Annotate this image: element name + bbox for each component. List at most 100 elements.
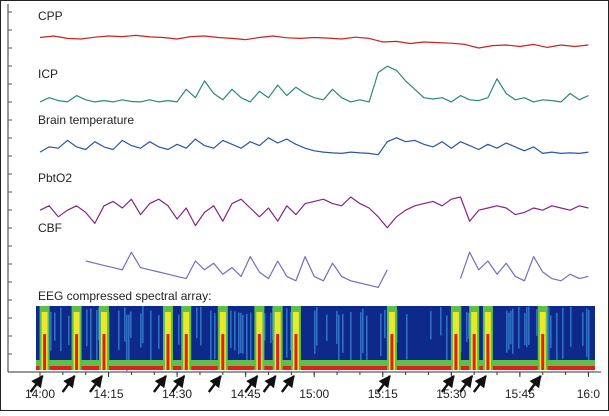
labels-layer: CPP ICP Brain temperature PbtO2 CBF EEG compr… <box>38 9 211 303</box>
spectral-stripe <box>362 308 364 354</box>
event-arrow <box>207 375 222 393</box>
event-arrow <box>459 375 474 393</box>
series-line-cpp <box>39 34 589 49</box>
x-tick-label: 15:45 <box>505 387 535 401</box>
spectral-stripe <box>562 307 564 359</box>
event-arrow <box>244 375 259 393</box>
series-line-icp <box>39 65 589 103</box>
spectral-burst-red <box>221 334 225 370</box>
spectral-stripe <box>238 312 240 355</box>
spectral-stripe <box>290 311 292 351</box>
spectral-stripe <box>366 315 368 361</box>
spectral-stripe <box>240 312 242 354</box>
spectral-stripe <box>150 310 152 365</box>
spectral-stripe <box>466 311 468 343</box>
spectral-stripe <box>130 311 132 338</box>
x-tick-label: 14:15 <box>94 387 124 401</box>
spectral-stripe <box>440 306 442 336</box>
spectral-burst-red <box>102 334 106 370</box>
spectral-stripe <box>196 307 198 339</box>
x-tick-label: 14:00 <box>25 387 55 401</box>
series-line-cbf <box>85 251 589 288</box>
spectral-stripe <box>556 312 558 367</box>
event-arrow <box>153 375 167 393</box>
event-arrow <box>527 375 542 393</box>
spectral-stripe <box>360 312 362 364</box>
spectral-stripe <box>270 312 272 344</box>
event-arrow <box>280 375 295 393</box>
spectral-stripe <box>158 314 160 350</box>
x-tick-label: 15:15 <box>368 387 398 401</box>
spectral-stripe <box>96 310 98 360</box>
spectral-stripe <box>338 314 340 371</box>
x-tick-label: 14:45 <box>231 387 261 401</box>
event-arrow <box>472 375 487 393</box>
spectral-burst-red <box>184 334 188 370</box>
spectral-stripe <box>582 312 584 346</box>
spectral-low-band <box>36 360 595 366</box>
spectral-burst-red <box>257 334 261 370</box>
spectral-burst-red <box>43 334 47 370</box>
spectral-stripe <box>506 310 508 353</box>
spectral-stripe <box>210 310 212 360</box>
spectral-stripe <box>430 310 432 340</box>
spectral-burst-red <box>390 334 394 370</box>
series-line-pbto2 <box>39 196 589 229</box>
series-label-brain-temperature: Brain temperature <box>38 113 134 127</box>
spectral-stripe <box>326 314 328 342</box>
event-arrow <box>171 375 186 393</box>
spectral-stripe <box>536 309 538 336</box>
spectral-stripe <box>54 312 56 341</box>
series-line-brain-temperature <box>39 137 589 156</box>
event-arrow <box>376 375 391 393</box>
spectral-stripe <box>50 311 52 351</box>
spectral-stripe <box>242 314 244 354</box>
spectral-stripe <box>250 312 252 365</box>
spectral-stripe <box>406 314 408 360</box>
spectral-stripe <box>230 310 232 349</box>
spectral-stripe <box>316 307 318 346</box>
spectral-stripe <box>90 308 92 363</box>
spectral-stripe <box>60 307 62 352</box>
spectral-stripe <box>384 309 386 339</box>
x-ticks: 14:00 14:15 14:30 14:45 15:00 15:15 15:30 15:45… <box>25 372 600 401</box>
spectral-stripe <box>588 309 590 363</box>
spectral-stripe <box>200 306 202 346</box>
spectral-stripe <box>350 311 352 369</box>
spectral-burst-red <box>486 334 490 370</box>
spectral-stripe <box>314 310 316 354</box>
spectral-stripe <box>518 307 520 349</box>
series-layer <box>8 11 589 355</box>
spectral-stripe <box>468 313 470 340</box>
spectral-stripe <box>586 308 588 358</box>
spectral-stripe <box>342 314 344 353</box>
spectral-stripe <box>86 309 88 347</box>
spectral-stripe <box>178 314 180 345</box>
spectral-stripe <box>512 308 514 354</box>
spectral-stripe <box>68 315 70 346</box>
spectral-stripe <box>570 306 572 347</box>
event-arrow <box>89 375 103 393</box>
spectral-burst-red <box>454 334 458 370</box>
spectral-array-title: EEG compressed spectral array: <box>38 289 211 303</box>
spectral-burst-red <box>75 334 79 370</box>
spectral-stripe <box>510 310 512 345</box>
spectral-burst-red <box>472 334 476 370</box>
spectral-array <box>36 306 595 372</box>
spectral-burst-red <box>276 334 280 370</box>
spectral-base-band <box>36 366 595 370</box>
event-arrow <box>61 375 76 393</box>
spectral-stripe <box>246 313 248 369</box>
event-arrows <box>29 375 542 393</box>
spectral-stripe <box>336 310 338 344</box>
spectral-stripe <box>214 313 216 360</box>
spectral-stripe <box>508 312 510 350</box>
spectral-stripe <box>126 314 128 372</box>
spectral-stripe <box>528 306 530 345</box>
spectral-stripe <box>524 312 526 345</box>
spectral-stripe <box>98 307 100 341</box>
spectral-burst-red <box>294 334 298 370</box>
event-arrow <box>29 375 44 393</box>
spectral-stripe <box>142 306 144 344</box>
